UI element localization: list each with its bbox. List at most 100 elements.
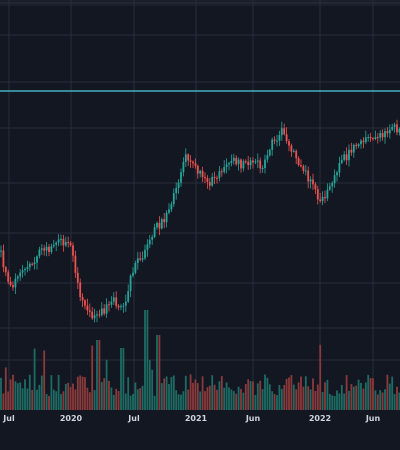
candle-body (96, 314, 98, 316)
volume-bar (180, 394, 182, 410)
candle-body (391, 126, 394, 130)
volume-bar (391, 376, 394, 410)
volume-bar (24, 379, 26, 410)
volume-bar (19, 382, 22, 410)
candle-body (28, 263, 31, 268)
candle-body (357, 144, 360, 146)
candle-body (343, 154, 346, 160)
candle-body (333, 175, 336, 184)
volume-bar (62, 391, 65, 410)
candle-body (206, 178, 209, 183)
candle-body (264, 159, 266, 169)
candle-body (4, 267, 7, 273)
volume-bar (364, 382, 367, 410)
volume-bar (379, 390, 382, 410)
candle-body (225, 164, 228, 167)
volume-bar (122, 348, 125, 410)
volume-bar (357, 379, 360, 410)
volume-bar (139, 388, 142, 410)
candle-body (290, 145, 293, 152)
candle-body (388, 129, 391, 134)
volume-bar (398, 392, 400, 410)
volume-bar (55, 391, 58, 410)
volume-bar (247, 379, 250, 410)
volume-bar (168, 384, 170, 410)
volume-bar (96, 340, 98, 410)
volume-bar (384, 389, 386, 410)
candle-body (268, 149, 271, 156)
volume-bar (192, 382, 194, 410)
volume-bar (381, 392, 384, 410)
volume-bar (396, 386, 398, 410)
candle-body (170, 204, 173, 210)
candle-body (120, 306, 122, 308)
x-tick-label: Jun (245, 414, 261, 423)
candle-body (242, 161, 245, 169)
volume-bar (158, 335, 161, 410)
candle-body (297, 158, 300, 166)
candle-body (331, 183, 334, 187)
volume-bar (261, 389, 264, 410)
volume-bar (31, 389, 34, 410)
volume-bar (64, 383, 67, 410)
candle-body (192, 161, 194, 164)
candle-body (300, 165, 302, 167)
candle-body (328, 186, 331, 190)
volume-bar (177, 394, 180, 410)
volume-bar (117, 390, 120, 410)
candle-body (194, 163, 197, 166)
candle-body (324, 196, 326, 199)
candle-body (252, 160, 254, 163)
volume-bar (7, 391, 10, 410)
volume-bar (235, 393, 238, 410)
volume-bar (2, 393, 5, 410)
candle-body (33, 262, 36, 265)
candle-body (122, 305, 125, 307)
volume-bar (254, 395, 257, 410)
candle-body (148, 239, 151, 245)
candle-body (350, 149, 353, 153)
candle-body (24, 268, 26, 271)
candle-body (249, 160, 252, 166)
volume-bar (103, 378, 106, 410)
candle-body (189, 160, 192, 162)
volume-bar (170, 376, 173, 410)
x-tick-label: Jul (2, 414, 15, 423)
price-candles (0, 119, 400, 323)
candle-body (278, 135, 281, 141)
candle-body (156, 222, 158, 228)
volume-bar (196, 383, 199, 410)
volume-bar (129, 395, 132, 410)
volume-bar (172, 375, 175, 410)
volume-bar (74, 389, 77, 410)
volume-bar (314, 391, 317, 410)
volume-bar (343, 393, 346, 410)
volume-bar (187, 389, 190, 410)
candle-body (9, 281, 12, 286)
candle-body (172, 193, 175, 205)
candle-body (50, 246, 53, 253)
candle-body (340, 159, 343, 164)
volume-bars (0, 310, 400, 410)
volume-bar (14, 381, 17, 410)
candle-body (151, 236, 154, 240)
volume-bar (242, 392, 245, 410)
volume-bar (340, 384, 343, 410)
volume-bar (43, 350, 46, 410)
volume-bar (160, 383, 163, 410)
volume-bar (367, 374, 370, 410)
candle-body (132, 272, 134, 276)
volume-bar (208, 385, 211, 410)
candle-body (38, 249, 41, 257)
volume-bar (36, 389, 38, 410)
candle-body (52, 244, 55, 247)
volume-bar (189, 374, 192, 410)
volume-bar (163, 378, 166, 410)
volume-bar (333, 395, 336, 410)
candle-body (235, 157, 238, 165)
candle-body (379, 133, 382, 138)
candle-body (45, 246, 48, 251)
candle-body (372, 138, 374, 140)
